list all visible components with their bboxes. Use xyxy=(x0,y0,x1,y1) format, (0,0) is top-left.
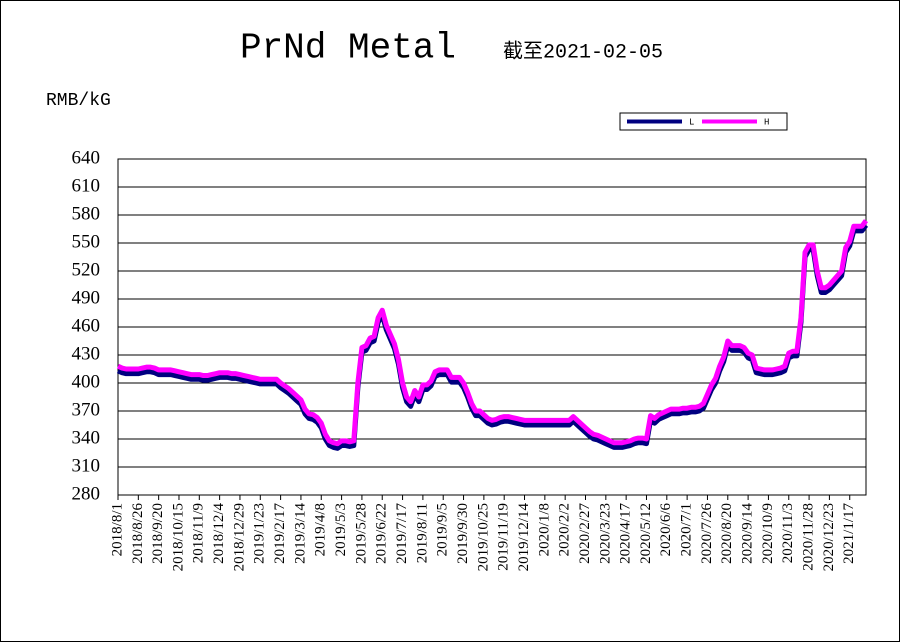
x-tick-label: 2020/5/12 xyxy=(638,503,654,564)
x-tick-label: 2019/9/30 xyxy=(455,503,471,564)
x-tick-label: 2019/1/23 xyxy=(252,503,268,564)
x-tick-label: 2018/10/15 xyxy=(170,503,186,571)
x-tick-label: 2020/2/27 xyxy=(577,503,593,564)
x-tick-label: 2020/3/23 xyxy=(597,503,613,564)
y-tick-label: 370 xyxy=(72,399,101,420)
x-tick-label: 2020/4/17 xyxy=(618,503,634,564)
x-tick-label: 2019/7/17 xyxy=(394,503,410,564)
x-tick-label: 2019/2/17 xyxy=(272,503,288,564)
y-tick-label: 550 xyxy=(72,231,101,252)
x-tick-label: 2019/9/5 xyxy=(435,503,451,556)
line-series xyxy=(116,223,869,451)
y-tick-label: 490 xyxy=(72,287,101,308)
y-tick-label: 460 xyxy=(72,315,101,336)
y-tick-label: 640 xyxy=(72,147,101,168)
legend-label: L xyxy=(689,117,694,127)
x-tick-label: 2019/5/28 xyxy=(353,503,369,564)
x-tick-label: 2020/8/20 xyxy=(719,503,735,564)
x-tick-label: 2020/2/2 xyxy=(557,503,573,556)
x-tick-label: 2018/11/9 xyxy=(191,503,207,563)
y-tick-label: 520 xyxy=(72,259,101,280)
y-tick-label: 610 xyxy=(72,175,101,196)
y-tick-label: 580 xyxy=(72,203,101,224)
x-tick-label: 2019/3/14 xyxy=(292,503,308,564)
y-tick-label: 280 xyxy=(72,483,101,504)
y-tick-label: 430 xyxy=(72,343,101,364)
chart-title: PrNd Metal xyxy=(240,28,456,69)
x-tick-label: 2019/4/8 xyxy=(313,503,329,556)
x-tick-label: 2020/9/14 xyxy=(740,503,756,564)
x-tick-label: 2020/7/1 xyxy=(679,503,695,556)
x-tick-label: 2020/10/9 xyxy=(760,503,776,564)
x-tick-label: 2018/9/20 xyxy=(150,503,166,564)
x-tick-label: 2019/6/22 xyxy=(374,503,390,564)
x-tick-label: 2019/12/14 xyxy=(516,503,532,572)
legend-label: H xyxy=(764,117,769,127)
x-tick-label: 2018/12/4 xyxy=(211,503,227,564)
x-tick-label: 2018/8/1 xyxy=(109,503,125,556)
x-tick-label: 2020/7/26 xyxy=(699,503,715,564)
y-tick-label: 310 xyxy=(72,455,101,476)
line-series xyxy=(116,219,869,447)
x-tick-label: 2021/1/17 xyxy=(841,503,857,564)
y-axis-label: RMB/kG xyxy=(46,91,111,111)
chart-subtitle: 截至2021-02-05 xyxy=(503,39,663,64)
x-tick-label: 2020/1/8 xyxy=(536,503,552,556)
x-tick-label: 2018/8/26 xyxy=(130,503,146,564)
x-tick-label: 2020/12/23 xyxy=(821,503,837,571)
plot-area xyxy=(117,158,867,496)
y-tick-label: 340 xyxy=(72,427,101,448)
x-tick-label: 2019/8/11 xyxy=(414,503,430,563)
x-tick-label: 2020/11/28 xyxy=(801,503,817,571)
x-tick-label: 2020/6/6 xyxy=(658,503,674,557)
x-tick-label: 2019/11/19 xyxy=(496,503,512,571)
x-tick-label: 2018/12/29 xyxy=(231,503,247,571)
x-tick-label: 2019/10/25 xyxy=(475,503,491,571)
y-tick-label: 400 xyxy=(72,371,101,392)
x-tick-label: 2020/11/3 xyxy=(780,503,796,563)
x-tick-label: 2019/5/3 xyxy=(333,503,349,556)
